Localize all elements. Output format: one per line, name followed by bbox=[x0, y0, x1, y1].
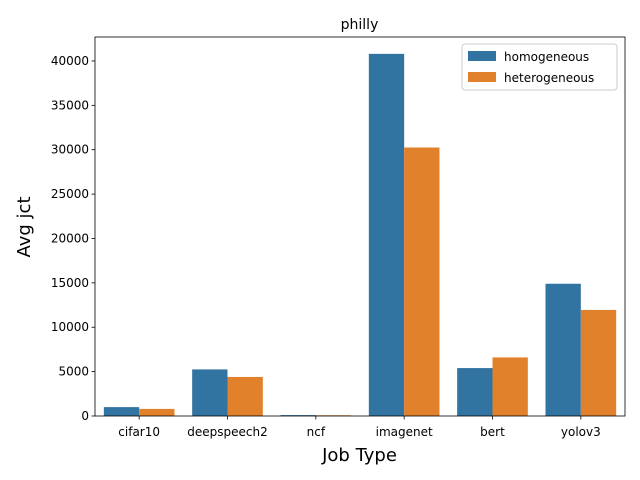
bar-homogeneous-yolov3 bbox=[545, 283, 581, 416]
y-axis-label: Avg jct bbox=[14, 196, 35, 257]
x-tick-label: imagenet bbox=[376, 425, 433, 439]
x-tick-label: ncf bbox=[307, 425, 326, 439]
y-tick-label: 30000 bbox=[51, 143, 89, 157]
bar-heterogeneous-deepspeech2 bbox=[227, 376, 263, 416]
x-axis: cifar10 deepspeech2 ncf imagenet bert yolov3 bbox=[118, 416, 601, 439]
y-tick-label: 5000 bbox=[58, 365, 89, 379]
bar-heterogeneous-imagenet bbox=[404, 147, 440, 416]
legend-swatch-heterogeneous bbox=[468, 72, 496, 82]
bar-homogeneous-ncf bbox=[280, 415, 316, 416]
legend-swatch-homogeneous bbox=[468, 51, 496, 61]
bar-heterogeneous-cifar10 bbox=[139, 408, 175, 416]
x-tick-label: cifar10 bbox=[118, 425, 160, 439]
y-tick-label: 20000 bbox=[51, 231, 89, 245]
x-tick-label: yolov3 bbox=[561, 425, 601, 439]
x-tick-label: deepspeech2 bbox=[187, 425, 267, 439]
x-tick-label: bert bbox=[480, 425, 505, 439]
x-axis-label: Job Type bbox=[321, 445, 397, 466]
chart-title: philly bbox=[341, 17, 379, 33]
y-tick-label: 10000 bbox=[51, 320, 89, 334]
bar-heterogeneous-yolov3 bbox=[580, 309, 617, 416]
y-tick-label: 40000 bbox=[51, 54, 89, 68]
y-tick-label: 15000 bbox=[51, 276, 89, 290]
bar-homogeneous-cifar10 bbox=[103, 407, 140, 416]
y-tick-label: 0 bbox=[81, 409, 89, 423]
y-tick-label: 25000 bbox=[51, 187, 89, 201]
plot-area bbox=[94, 36, 626, 417]
bar-homogeneous-imagenet bbox=[368, 53, 405, 417]
legend-label-heterogeneous: heterogeneous bbox=[504, 71, 594, 85]
bar-homogeneous-bert bbox=[457, 368, 493, 416]
legend: homogeneous heterogeneous bbox=[461, 43, 618, 91]
y-axis: 0 5000 10000 15000 20000 25000 30000 35000 40000 bbox=[51, 54, 95, 423]
bar-heterogeneous-bert bbox=[492, 357, 528, 416]
legend-box bbox=[461, 43, 618, 91]
plot-frame bbox=[94, 36, 626, 417]
legend-label-homogeneous: homogeneous bbox=[504, 50, 589, 64]
bar-homogeneous-deepspeech2 bbox=[192, 369, 228, 416]
y-tick-label: 35000 bbox=[51, 98, 89, 112]
